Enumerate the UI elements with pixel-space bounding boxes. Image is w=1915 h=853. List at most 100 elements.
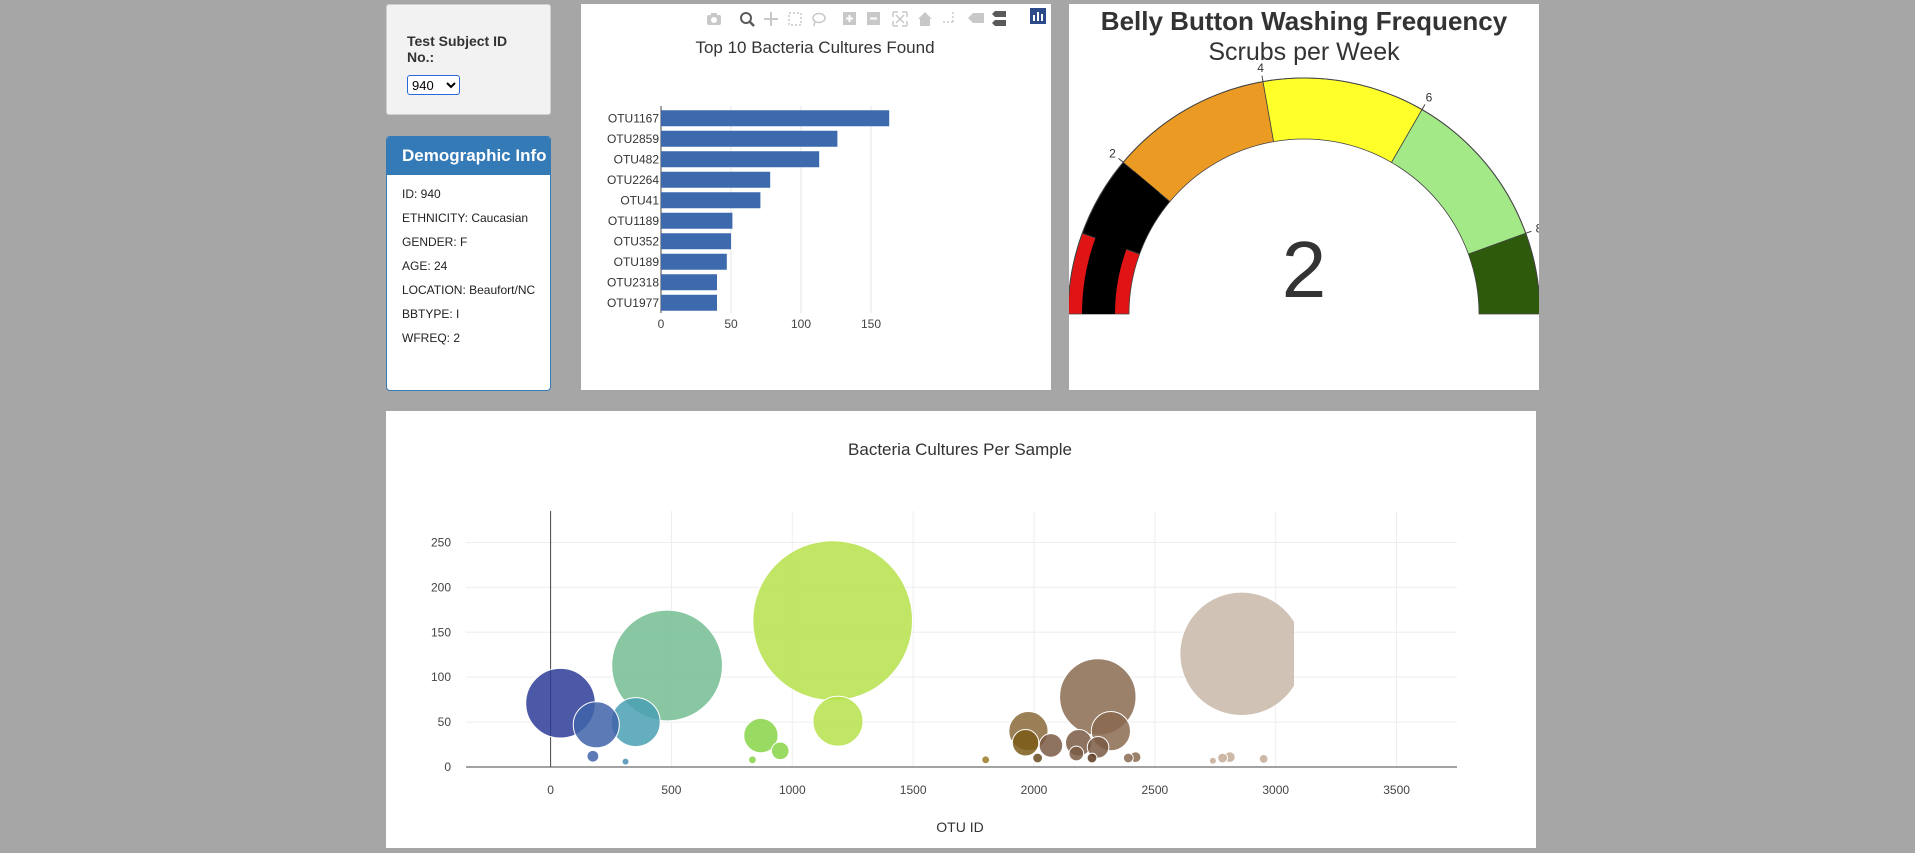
bar-x-tick-label: 0 <box>658 317 665 331</box>
gauge-step <box>1390 109 1527 255</box>
bar-category-label: OTU1167 <box>608 111 659 125</box>
plotly-logo-icon[interactable] <box>1030 8 1046 24</box>
bar <box>661 253 727 270</box>
lasso-icon[interactable] <box>812 12 826 27</box>
bubble-y-tick-label: 250 <box>431 535 451 549</box>
bubble-x-tick-label: 500 <box>661 783 681 797</box>
demographic-info-heading: Demographic Info <box>387 137 550 175</box>
spike-lines-icon[interactable] <box>943 12 954 23</box>
demo-ethnicity: ETHNICITY: Caucasian <box>402 211 529 225</box>
bubble-x-tick-label: 2500 <box>1142 783 1169 797</box>
bar <box>661 212 733 229</box>
bubble-x-tick-label: 3000 <box>1262 783 1289 797</box>
demo-wfreq: WFREQ: 2 <box>402 331 461 345</box>
reset-axes-icon[interactable] <box>918 12 932 26</box>
zoom-in-icon[interactable] <box>843 12 856 25</box>
bubble <box>1208 756 1217 765</box>
demo-id: ID: 940 <box>402 187 441 201</box>
bar-chart-panel: Top 10 Bacteria Cultures Found OTU1167 OT… <box>581 4 1051 390</box>
bar-category-label: OTU2318 <box>607 275 659 289</box>
bubble <box>770 741 790 761</box>
bar-category-label: OTU482 <box>614 152 660 166</box>
bubble <box>1038 733 1064 758</box>
zoom-icon[interactable] <box>740 12 755 27</box>
bubble <box>748 755 757 765</box>
camera-icon[interactable] <box>707 13 721 25</box>
bar-x-tick-label: 50 <box>724 317 738 331</box>
bar <box>661 233 731 250</box>
subject-selector-panel: Test Subject ID No.: 940 <box>386 4 551 115</box>
demo-location: LOCATION: Beaufort/NC <box>402 283 536 297</box>
bubble <box>621 757 630 766</box>
bar-category-label: OTU41 <box>620 193 659 207</box>
bubble <box>1086 735 1110 759</box>
bubble <box>1032 752 1044 764</box>
gauge-tick <box>1525 230 1532 234</box>
gauge-subtitle: Scrubs per Week <box>1208 38 1400 66</box>
bubble <box>1068 745 1085 762</box>
gauge-value: 2 <box>1282 225 1327 314</box>
demo-age: AGE: 24 <box>402 259 448 273</box>
bubble-chart-title: Bacteria Cultures Per Sample <box>848 440 1072 459</box>
gauge-tick <box>1118 158 1124 163</box>
bar-chart-title: Top 10 Bacteria Cultures Found <box>695 38 934 57</box>
bar-chart-x-ticks: 0 50 100 150 <box>658 317 882 331</box>
bubble <box>812 695 864 747</box>
bar-category-label: OTU352 <box>614 234 660 248</box>
zoom-out-icon[interactable] <box>867 12 880 25</box>
bar-chart-category-labels: OTU1167 OTU2859 OTU482 OTU2264 OTU41 OTU1189 O… <box>607 111 659 310</box>
bubble-x-tick-label: 0 <box>547 783 554 797</box>
bar-chart-bars <box>661 110 890 311</box>
bar <box>661 192 761 209</box>
bar-category-label: OTU189 <box>614 255 660 269</box>
bubble-y-tick-label: 150 <box>431 625 451 639</box>
gauge-tick-label: 8 <box>1536 221 1539 235</box>
bubble <box>1258 754 1269 764</box>
bubble-x-tick-label: 1500 <box>900 783 927 797</box>
bubble <box>1179 591 1294 717</box>
modebar <box>707 8 1046 27</box>
gauge-steps <box>1067 77 1541 315</box>
bubble <box>572 701 620 749</box>
demo-bbtype: BBTYPE: I <box>402 307 460 321</box>
bar-category-label: OTU2264 <box>607 173 659 187</box>
bar-category-label: OTU1189 <box>608 214 659 228</box>
pan-icon[interactable] <box>764 12 778 26</box>
bubble-chart: Bacteria Cultures Per Sample 0 50 100 150 20… <box>431 440 1457 835</box>
bar <box>661 171 771 188</box>
subject-id-label: Test Subject ID No.: <box>407 33 508 65</box>
bubble <box>1011 729 1040 757</box>
subject-id-select[interactable]: 940 <box>407 75 460 95</box>
gauge-tick <box>1421 104 1426 110</box>
bar <box>661 130 838 147</box>
gauge-step <box>1262 77 1423 163</box>
gauge-value-bar <box>1082 171 1160 314</box>
bar-category-label: OTU1977 <box>607 296 659 310</box>
bar <box>661 110 890 127</box>
bar <box>661 274 717 291</box>
bubble-chart-panel: Bacteria Cultures Per Sample 0 50 100 150 20… <box>386 411 1536 848</box>
bubble-y-tick-label: 200 <box>431 580 451 594</box>
autoscale-icon[interactable] <box>892 11 908 27</box>
gauge-title: Belly Button Washing Frequency <box>1101 6 1508 36</box>
hover-closest-icon[interactable] <box>968 13 984 23</box>
bubble <box>752 540 914 701</box>
bubble <box>586 749 600 763</box>
bar-chart: Top 10 Bacteria Cultures Found OTU1167OT… <box>607 8 1046 331</box>
hover-compare-icon[interactable] <box>992 11 1006 26</box>
gauge-tick-label: 4 <box>1257 61 1264 75</box>
bubble <box>743 717 779 754</box>
bubble <box>1122 752 1134 764</box>
bubble <box>611 609 723 722</box>
box-select-icon[interactable] <box>788 12 802 26</box>
bubble <box>1086 752 1098 764</box>
bubble-x-tick-label: 1000 <box>779 783 806 797</box>
bar-x-tick-label: 100 <box>791 317 811 331</box>
gauge-tick-label: 6 <box>1426 90 1433 104</box>
gauge-tick-label: 2 <box>1109 146 1116 160</box>
bar-x-tick-label: 150 <box>861 317 881 331</box>
bar-category-label: OTU2859 <box>607 132 659 146</box>
demographic-info-panel: Demographic Info ID: 940 ETHNICITY: Cauc… <box>386 136 551 391</box>
demographic-info-body: ID: 940 ETHNICITY: Caucasian GENDER: F A… <box>387 175 550 345</box>
